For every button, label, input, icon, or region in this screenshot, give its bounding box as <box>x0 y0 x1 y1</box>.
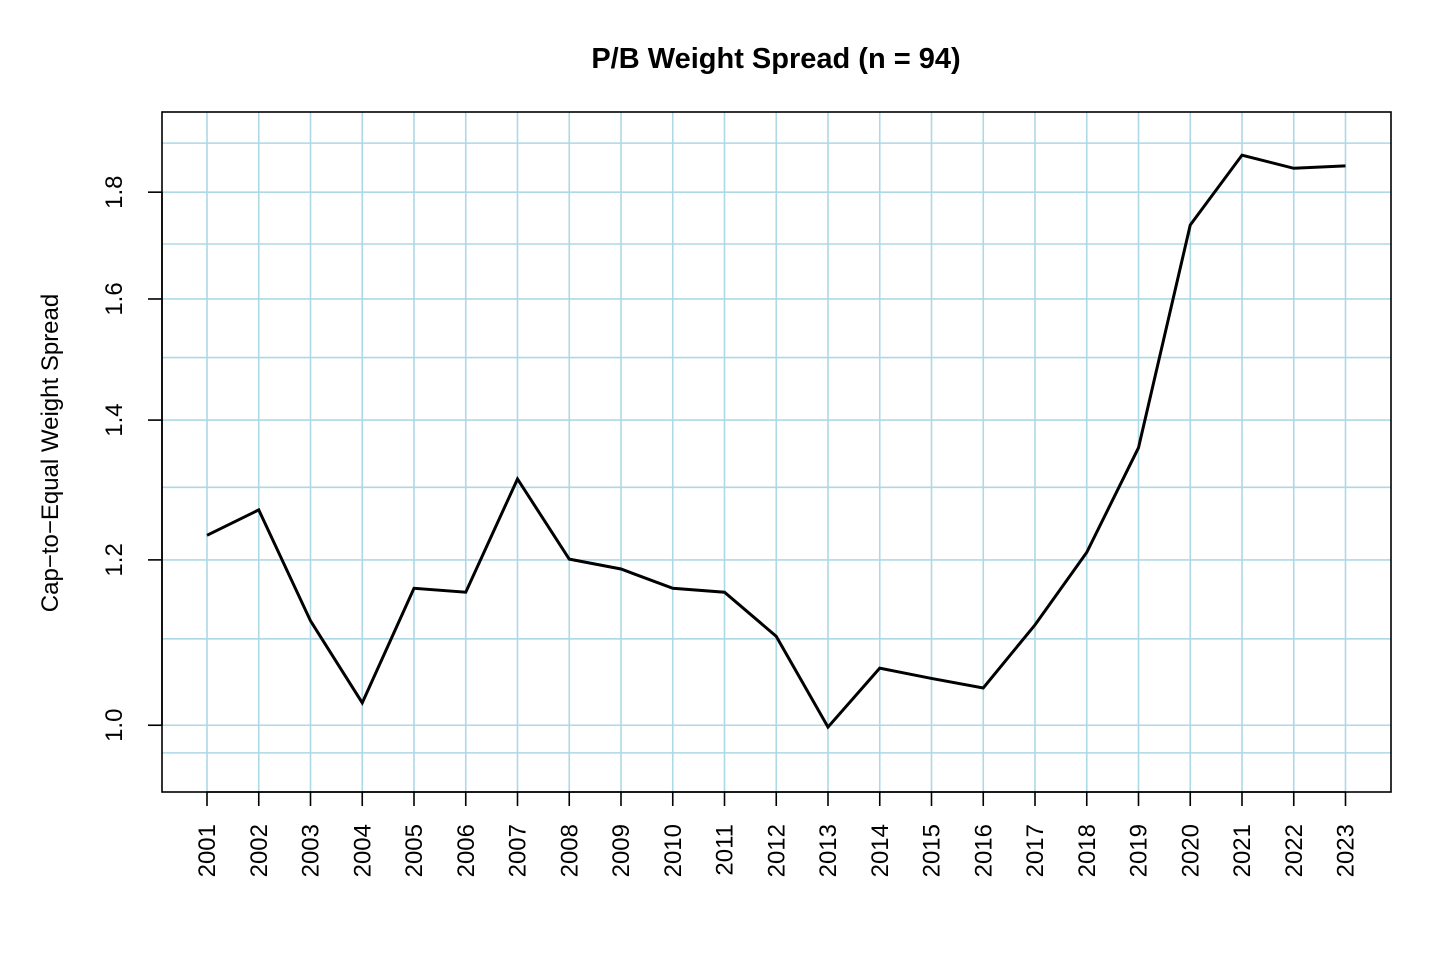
x-tick-label: 2005 <box>401 824 428 877</box>
x-tick-label: 2021 <box>1229 824 1256 877</box>
x-tick-label: 2023 <box>1333 824 1360 877</box>
x-tick-label: 2020 <box>1177 824 1204 877</box>
x-tick-label: 2022 <box>1281 824 1308 877</box>
y-axis: 1.0 1.2 1.4 1.6 1.8 <box>101 175 163 742</box>
x-tick-label: 2018 <box>1074 824 1101 877</box>
x-tick-label: 2008 <box>556 824 583 877</box>
y-tick-label: 1.6 <box>101 282 128 315</box>
chart-title: P/B Weight Spread (n = 94) <box>591 43 960 75</box>
data-series <box>206 153 1346 730</box>
x-tick-label: 2019 <box>1126 824 1153 877</box>
x-tick-label: 2014 <box>867 824 894 877</box>
x-tick-label: 2006 <box>453 824 480 877</box>
x-tick-label: 2003 <box>298 824 325 877</box>
x-tick-label: 2009 <box>608 824 635 877</box>
x-tick-label: 2004 <box>349 824 376 877</box>
x-tick-label: 2010 <box>660 824 687 877</box>
x-tick-label: 2013 <box>815 824 842 877</box>
y-tick-label: 1.2 <box>101 543 128 576</box>
x-tick-label: 2001 <box>194 824 221 877</box>
y-tick-label: 1.4 <box>101 403 128 436</box>
y-axis-label: Cap−to−Equal Weight Spread <box>37 294 64 612</box>
x-tick-label: 2002 <box>246 824 273 877</box>
x-tick-label: 2016 <box>970 824 997 877</box>
series-line <box>206 153 1346 730</box>
x-tick-label: 2007 <box>505 824 532 877</box>
x-tick-label: 2015 <box>919 824 946 877</box>
x-tick-label: 2012 <box>763 824 790 877</box>
x-tick-label: 2011 <box>712 824 739 876</box>
y-tick-label: 1.0 <box>101 709 128 742</box>
x-axis: 2001 2002 2003 2004 2005 2006 2007 2008 2009 2010… <box>194 791 1360 877</box>
x-tick-label: 2017 <box>1022 824 1049 877</box>
y-tick-label: 1.8 <box>101 175 128 208</box>
grid <box>162 112 1391 792</box>
